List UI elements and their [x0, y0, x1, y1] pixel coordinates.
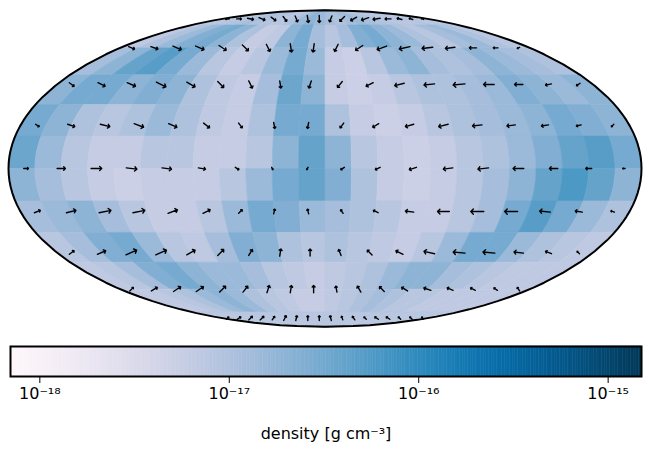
- svg-text:10⁻¹⁵: 10⁻¹⁵: [587, 384, 629, 403]
- svg-text:10⁻¹⁸: 10⁻¹⁸: [19, 384, 61, 403]
- svg-text:10⁻¹⁷: 10⁻¹⁷: [208, 384, 250, 403]
- svg-text:10⁻¹⁶: 10⁻¹⁶: [398, 384, 440, 403]
- svg-text:density [g cm⁻³]: density [g cm⁻³]: [261, 424, 392, 443]
